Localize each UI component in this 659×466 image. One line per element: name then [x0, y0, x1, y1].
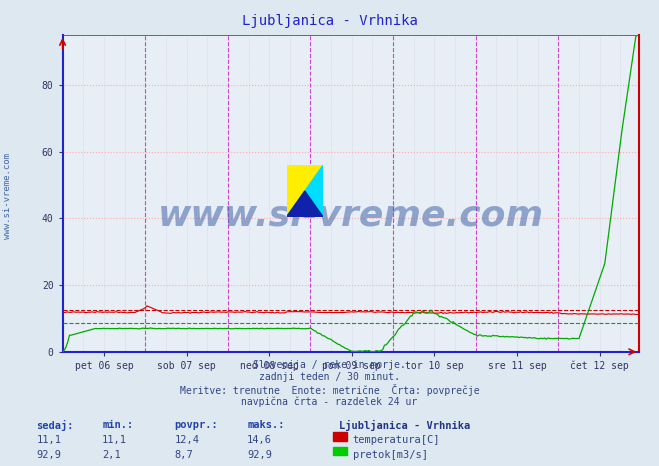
Text: 11,1: 11,1	[102, 435, 127, 445]
Text: navpična črta - razdelek 24 ur: navpična črta - razdelek 24 ur	[241, 396, 418, 407]
Text: 92,9: 92,9	[36, 450, 61, 459]
Text: Ljubljanica - Vrhnika: Ljubljanica - Vrhnika	[339, 420, 471, 432]
Text: 11,1: 11,1	[36, 435, 61, 445]
Text: Meritve: trenutne  Enote: metrične  Črta: povprečje: Meritve: trenutne Enote: metrične Črta: …	[180, 384, 479, 396]
Text: povpr.:: povpr.:	[175, 420, 218, 430]
Text: 2,1: 2,1	[102, 450, 121, 459]
Text: 92,9: 92,9	[247, 450, 272, 459]
Text: Ljubljanica - Vrhnika: Ljubljanica - Vrhnika	[242, 14, 417, 28]
Text: sedaj:: sedaj:	[36, 420, 74, 432]
Text: www.si-vreme.com: www.si-vreme.com	[158, 199, 544, 233]
Text: 14,6: 14,6	[247, 435, 272, 445]
Polygon shape	[287, 191, 323, 217]
Text: temperatura[C]: temperatura[C]	[353, 435, 440, 445]
Polygon shape	[287, 165, 323, 217]
Text: 12,4: 12,4	[175, 435, 200, 445]
Polygon shape	[287, 165, 323, 217]
Text: 8,7: 8,7	[175, 450, 193, 459]
Text: pretok[m3/s]: pretok[m3/s]	[353, 450, 428, 459]
Text: maks.:: maks.:	[247, 420, 285, 430]
Text: www.si-vreme.com: www.si-vreme.com	[3, 153, 13, 239]
Text: Slovenija / reke in morje.: Slovenija / reke in morje.	[253, 360, 406, 370]
Text: min.:: min.:	[102, 420, 133, 430]
Text: zadnji teden / 30 minut.: zadnji teden / 30 minut.	[259, 372, 400, 382]
